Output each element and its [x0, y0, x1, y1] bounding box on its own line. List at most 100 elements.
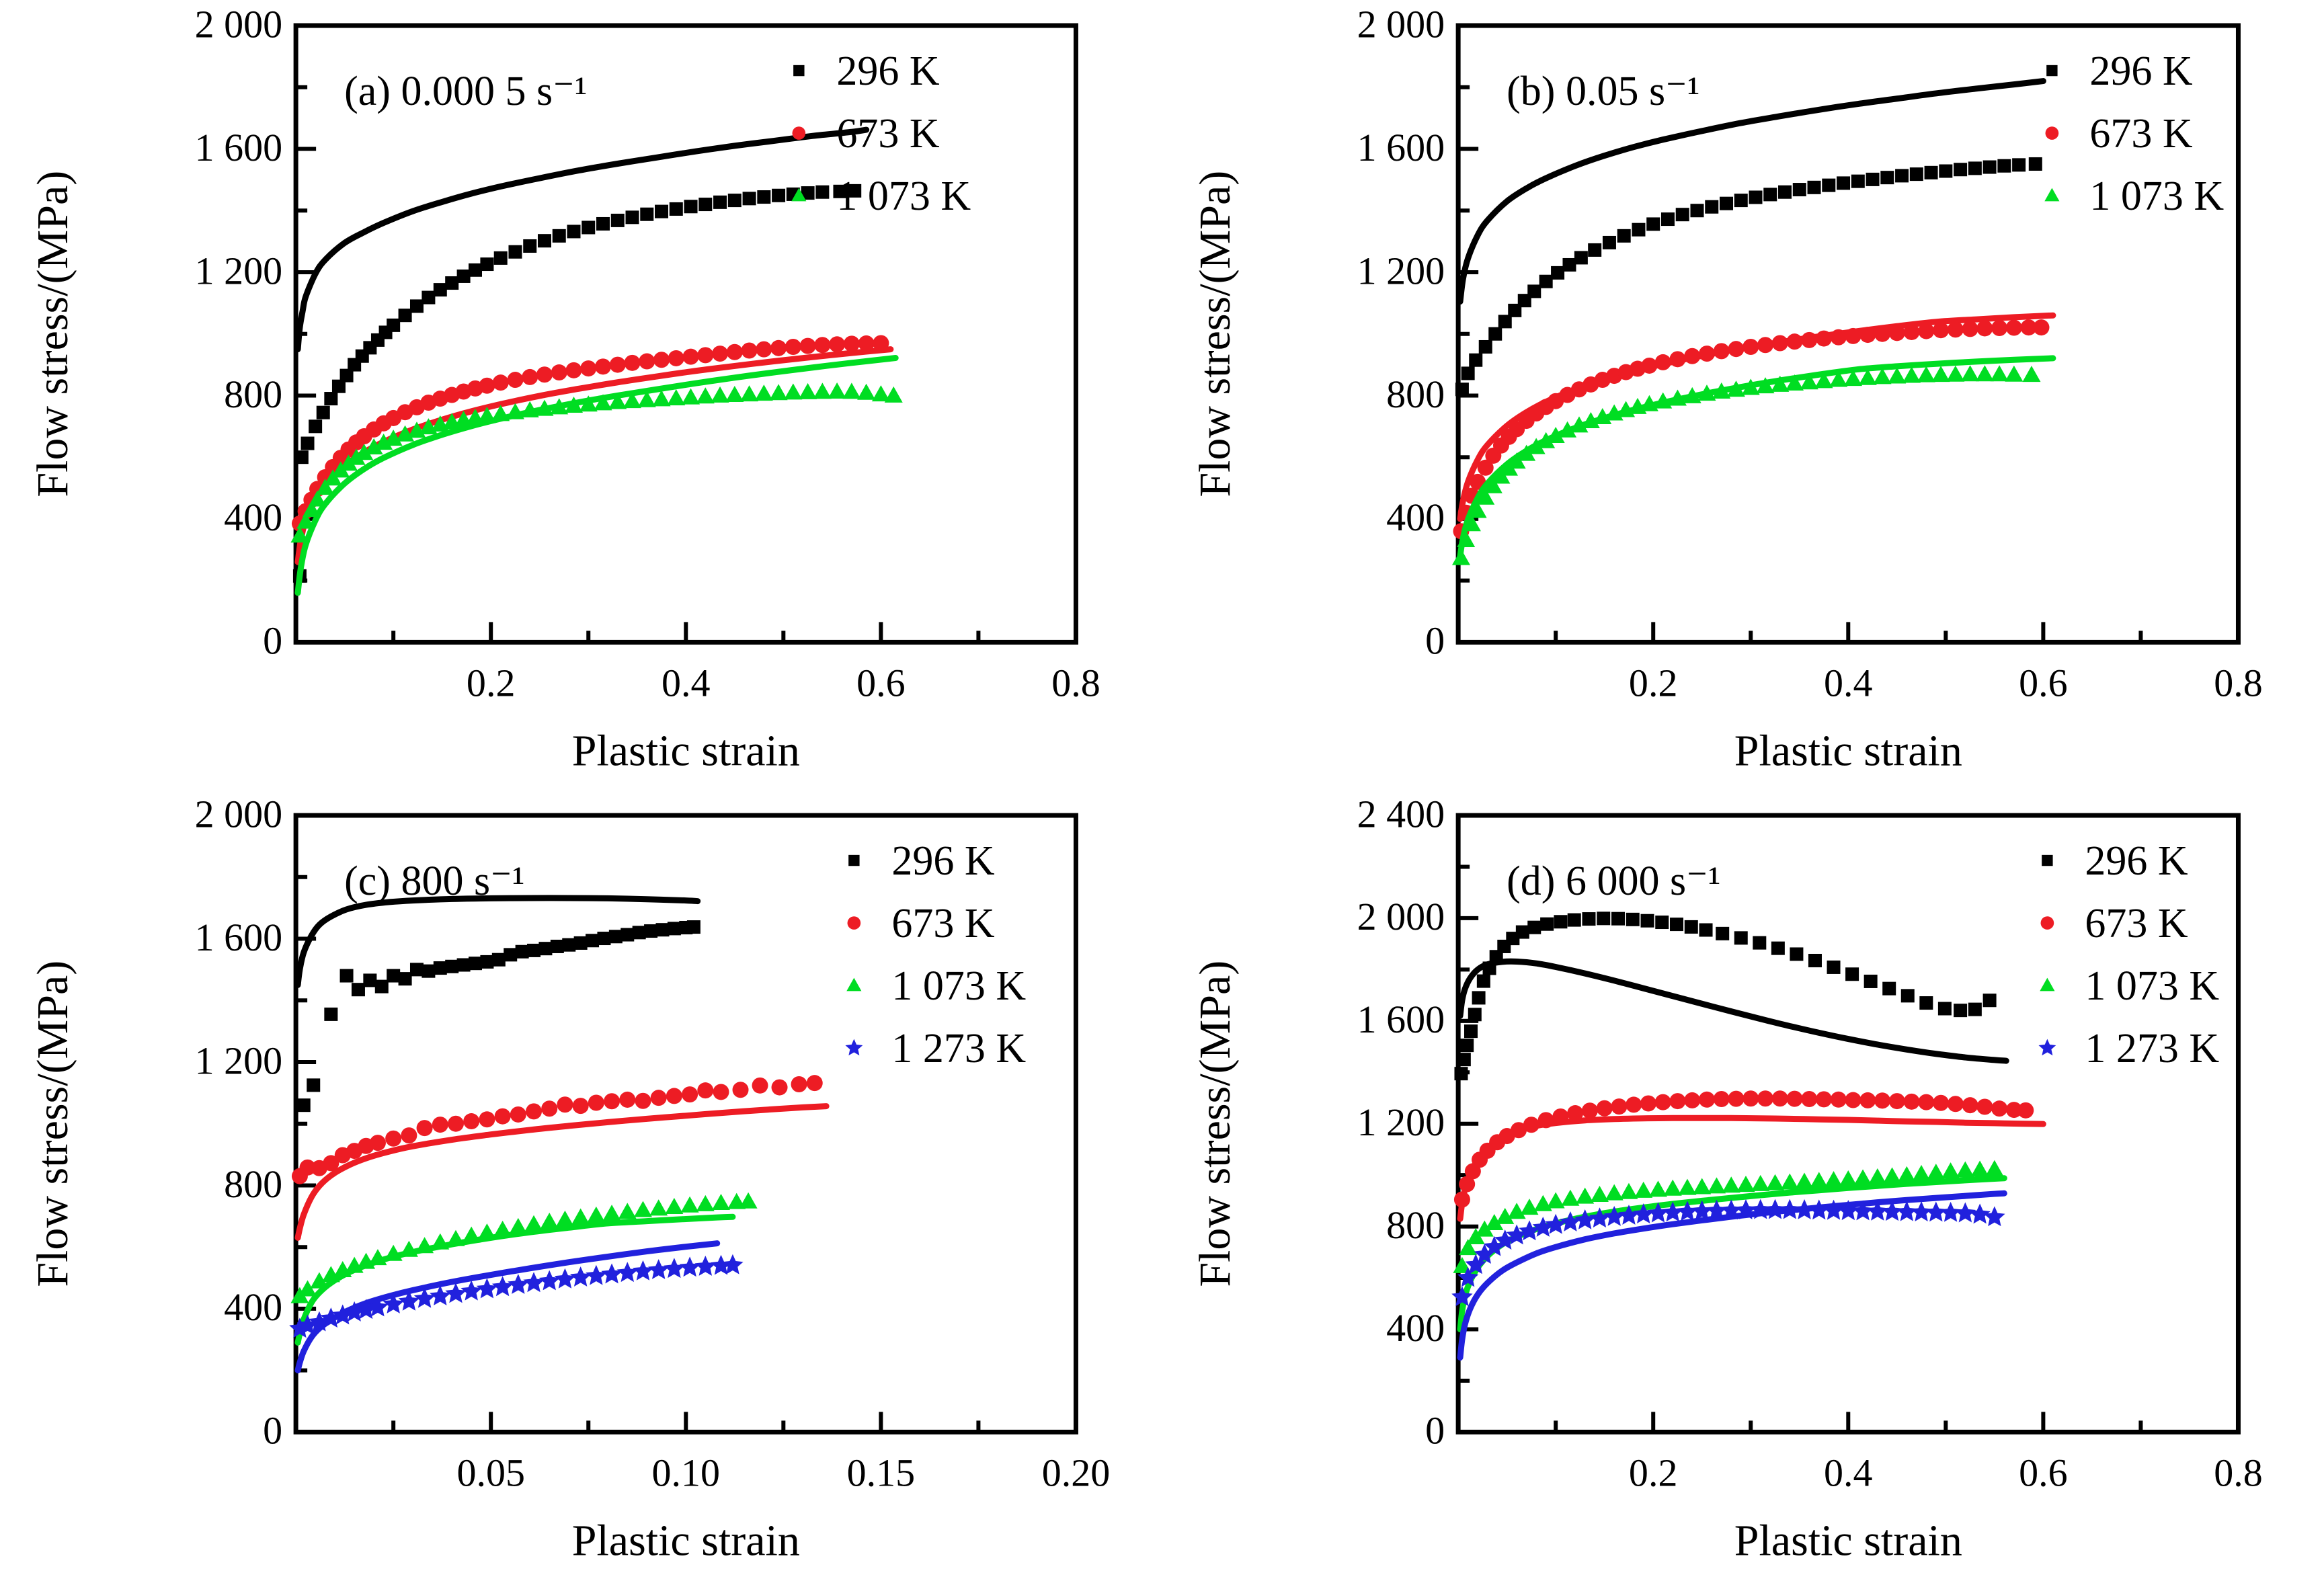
- circle-marker: [1830, 329, 1847, 346]
- triangle-marker: [477, 1223, 496, 1240]
- square-marker: [1602, 235, 1616, 249]
- square-marker: [1845, 967, 1859, 981]
- triangle-marker: [550, 398, 569, 415]
- square-marker: [833, 184, 847, 198]
- square-marker: [469, 956, 483, 970]
- square-marker: [1669, 917, 1683, 931]
- circle-marker: [1903, 323, 1920, 340]
- legend-triangle-icon: [846, 977, 862, 991]
- y-tick-label: 2 400: [1357, 792, 1445, 836]
- triangle-marker: [696, 1195, 715, 1211]
- series: [290, 126, 903, 596]
- triangle-marker: [355, 444, 374, 460]
- y-tick-label: 0: [263, 1408, 282, 1452]
- plot-frame: [293, 23, 1078, 645]
- square-marker: [324, 392, 338, 406]
- x-tick-label: 0.2: [467, 661, 516, 704]
- triangle-marker: [1926, 1163, 1945, 1180]
- square-marker: [684, 200, 698, 214]
- star-marker: [1749, 1199, 1771, 1219]
- y-tick-label: 800: [1386, 1203, 1445, 1246]
- square-marker: [409, 962, 424, 976]
- square-marker: [667, 921, 681, 935]
- triangle-marker: [509, 1217, 528, 1234]
- circle-marker: [1537, 1111, 1554, 1128]
- triangle-marker: [652, 390, 671, 407]
- circle-marker: [1669, 1092, 1685, 1109]
- star-marker: [413, 1287, 436, 1308]
- circle-marker: [1976, 320, 1993, 337]
- legend-triangle-icon: [791, 188, 807, 202]
- axes: 0.2 0.4 0.6 0.8 0 400 800 1 200 1 600 2 000: [195, 2, 1100, 704]
- y-axis-title: Flow stress/(MPa): [1191, 171, 1240, 497]
- y-tick-label: 400: [224, 495, 282, 539]
- series-line-1-273-k-model: [294, 1240, 721, 1373]
- panel-c: 0.05 0.10 0.15 0.20 0 400 800 1 200 1 600 2 000 Pl…: [0, 790, 1162, 1579]
- square-marker: [727, 194, 742, 208]
- triangle-marker: [1451, 549, 1470, 565]
- series-line-1-073-k-model: [294, 1213, 736, 1346]
- triangle-marker: [1741, 378, 1760, 395]
- legend-label: 673 K: [891, 901, 995, 946]
- triangle-marker: [711, 386, 729, 403]
- star-marker: [1451, 1285, 1473, 1306]
- square-marker: [491, 953, 506, 967]
- triangle-marker: [1507, 1202, 1526, 1219]
- circle-marker: [1874, 1092, 1890, 1108]
- star-marker: [476, 1278, 498, 1298]
- square-marker: [1763, 188, 1777, 202]
- square-marker: [523, 239, 537, 253]
- legend-circle-icon: [2040, 916, 2054, 930]
- circle-marker: [873, 335, 889, 352]
- triangle-marker: [310, 1272, 329, 1289]
- square-marker: [1808, 953, 1822, 967]
- panel-title: (a) 0.000 5 s⁻¹: [344, 69, 587, 114]
- triangle-marker: [1868, 1168, 1886, 1184]
- circle-marker: [536, 366, 553, 383]
- circle-marker: [447, 1115, 464, 1132]
- circle-marker: [1742, 338, 1759, 355]
- x-tick-label: 0.4: [662, 661, 711, 704]
- square-marker: [1777, 185, 1792, 199]
- triangle-marker: [1960, 365, 1979, 382]
- star-marker: [647, 1258, 670, 1279]
- triangle-marker: [2004, 365, 2023, 382]
- circle-marker: [507, 372, 524, 389]
- circle-marker: [624, 354, 641, 371]
- panel-title: (b) 0.05 s⁻¹: [1507, 69, 1699, 114]
- triangle-marker: [725, 385, 744, 402]
- square-marker: [339, 969, 354, 983]
- star-marker: [1494, 1229, 1515, 1250]
- star-marker: [1954, 1202, 1976, 1222]
- axes: 0.05 0.10 0.15 0.20 0 400 800 1 200 1 600 2 000: [195, 792, 1111, 1494]
- circle-marker: [1932, 322, 1949, 339]
- triangle-marker: [1800, 373, 1818, 390]
- triangle-marker: [618, 1202, 637, 1219]
- circle-marker: [580, 360, 597, 377]
- star-marker: [1662, 1201, 1683, 1221]
- series-line-296-k-model: [294, 894, 701, 988]
- y-tick-label: 1 200: [1357, 1100, 1445, 1144]
- circle-marker: [1991, 319, 2007, 337]
- square-marker: [331, 379, 346, 393]
- circle-marker: [619, 1091, 636, 1108]
- triangle-marker: [1785, 374, 1804, 391]
- circle-marker: [741, 342, 758, 359]
- triangle-marker: [2021, 366, 2040, 382]
- square-marker: [1749, 190, 1763, 204]
- circle-marker: [650, 1089, 667, 1106]
- square-marker: [1792, 183, 1806, 197]
- star-marker: [1603, 1205, 1625, 1226]
- circle-marker: [1800, 331, 1817, 348]
- legend-square-icon: [2046, 65, 2058, 77]
- star-marker: [1734, 1199, 1757, 1219]
- series-markers-296-k-experiment: [1453, 911, 1997, 1080]
- square-marker: [1468, 353, 1482, 367]
- square-marker: [1807, 180, 1821, 194]
- square-marker: [1527, 284, 1541, 298]
- circle-marker: [1698, 1091, 1715, 1108]
- triangle-marker: [540, 1212, 559, 1229]
- star-marker: [1764, 1199, 1786, 1219]
- triangle-marker: [1839, 1170, 1857, 1186]
- square-marker: [1919, 996, 1933, 1010]
